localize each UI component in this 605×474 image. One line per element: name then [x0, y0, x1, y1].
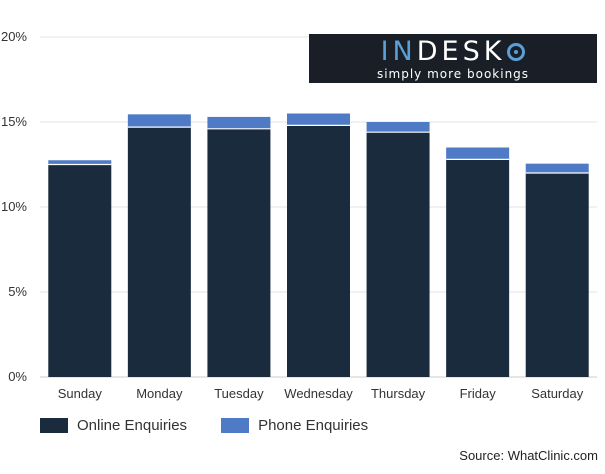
y-tick-label: 5%	[8, 284, 27, 299]
bar-phone-thursday	[366, 122, 430, 133]
bar-phone-saturday	[525, 163, 589, 173]
logo-tagline: simply more bookings	[376, 67, 530, 81]
bar-phone-tuesday	[207, 116, 271, 129]
logo-ring-icon	[507, 43, 526, 61]
y-tick-label: 20%	[1, 29, 27, 44]
x-tick-label: Wednesday	[284, 386, 353, 401]
bar-online-tuesday	[207, 128, 271, 377]
x-tick-label: Monday	[136, 386, 183, 401]
bar-phone-monday	[127, 114, 191, 128]
x-tick-label: Friday	[460, 386, 497, 401]
bar-online-saturday	[525, 173, 589, 377]
x-tick-label: Tuesday	[214, 386, 264, 401]
indesk-logo: INDESK simply more bookings	[309, 34, 597, 83]
x-tick-label: Saturday	[531, 386, 584, 401]
bar-online-friday	[446, 159, 510, 377]
y-tick-label: 10%	[1, 199, 27, 214]
bar-online-thursday	[366, 132, 430, 377]
bar-phone-wednesday	[287, 113, 350, 126]
legend: Online Enquiries Phone Enquiries	[40, 417, 402, 434]
legend-item-phone: Phone Enquiries	[221, 417, 368, 434]
source-note: Source: WhatClinic.com	[459, 448, 598, 463]
legend-swatch-phone	[221, 418, 250, 433]
bar-phone-friday	[446, 147, 510, 160]
legend-label-online: Online Enquiries	[77, 417, 188, 434]
bar-online-wednesday	[287, 125, 350, 378]
bars	[48, 113, 589, 378]
x-tick-label: Sunday	[58, 386, 103, 401]
legend-item-online: Online Enquiries	[40, 417, 187, 434]
y-tick-label: 15%	[1, 114, 27, 129]
bar-online-sunday	[48, 164, 112, 377]
bar-online-monday	[127, 127, 191, 377]
bar-phone-sunday	[48, 160, 112, 165]
y-tick-label: 0%	[8, 369, 27, 384]
axis-labels: 0% 5% 10% 15% 20% Sunday Monday Tuesday Wednesda…	[1, 29, 584, 401]
logo-wordmark: INDESK	[309, 34, 597, 67]
legend-swatch-online	[40, 418, 68, 433]
legend-label-phone: Phone Enquiries	[258, 417, 369, 434]
x-tick-label: Thursday	[371, 386, 426, 401]
